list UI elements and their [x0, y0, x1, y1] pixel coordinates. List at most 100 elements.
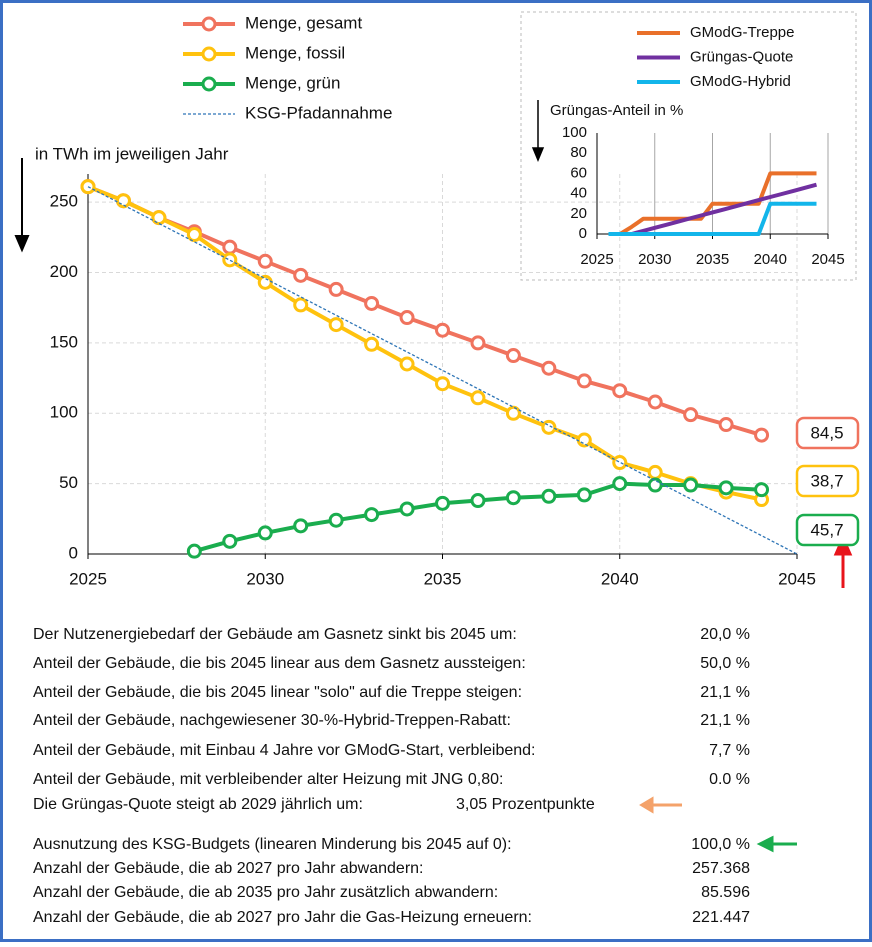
row-label: Anzahl der Gebäude, die ab 2027 pro Jahr…: [33, 909, 532, 926]
y-tick-label: 0: [69, 543, 78, 562]
row-value: 100,0 %: [691, 836, 750, 853]
x-tick-label: 2045: [811, 251, 844, 268]
y-tick-label: 250: [50, 192, 78, 211]
row-value: 221.447: [692, 909, 750, 926]
data-point: [399, 501, 415, 517]
data-point: [435, 495, 450, 511]
axis-arrow: [14, 158, 30, 253]
data-point: [541, 419, 557, 435]
y-axis-label: in TWh im jeweiligen Jahr: [35, 144, 229, 163]
series-line: [608, 171, 817, 236]
axis-arrow: [531, 100, 545, 162]
legend-marker: [201, 16, 217, 32]
legend-marker: [201, 46, 217, 62]
data-point: [683, 407, 699, 423]
data-point: [718, 480, 734, 496]
data-point: [186, 543, 202, 559]
y-tick-label: 80: [570, 144, 587, 161]
y-tick-label: 150: [50, 332, 78, 351]
marker-arrow: [639, 796, 682, 814]
data-point: [505, 348, 521, 364]
data-point: [293, 518, 309, 534]
value-label-box: [795, 464, 860, 498]
row-label: Anteil der Gebäude, die bis 2045 linear …: [33, 684, 522, 701]
row-value: 50,0 %: [700, 655, 750, 672]
legend-label: GModG-Hybrid: [690, 73, 791, 90]
data-point: [576, 432, 592, 448]
data-point: [328, 281, 344, 297]
row-label: Anteil der Gebäude, nachgewiesener 30-%-…: [33, 712, 511, 729]
row-label: Der Nutzenergiebedarf der Gebäude am Gas…: [33, 626, 517, 643]
data-point: [470, 493, 486, 509]
x-tick-label: 2025: [580, 251, 613, 268]
y-axis-label: Grüngas-Anteil in %: [550, 102, 683, 119]
row-value: 0.0 %: [709, 771, 750, 788]
data-point: [754, 482, 770, 498]
data-point: [754, 427, 770, 443]
y-tick-label: 50: [59, 473, 78, 492]
data-point: [80, 179, 96, 195]
data-point: [364, 336, 380, 352]
data-point: [612, 383, 628, 399]
x-tick-label: 2030: [638, 251, 671, 268]
data-point: [470, 335, 486, 351]
row-value: 3,05 Prozentpunkte: [456, 796, 595, 813]
data-point: [505, 405, 521, 421]
value-label-box: [795, 513, 860, 547]
data-point: [505, 490, 521, 506]
x-tick-label: 2035: [424, 569, 462, 588]
data-point: [115, 193, 131, 209]
row-label: Anteil der Gebäude, die bis 2045 linear …: [33, 655, 526, 672]
data-point: [328, 512, 344, 528]
series-line: [87, 186, 798, 555]
data-point: [612, 476, 628, 492]
row-label: Die Grüngas-Quote steigt ab 2029 jährlic…: [33, 796, 363, 813]
series-line: [608, 201, 817, 236]
row-label: Anteil der Gebäude, mit verbleibender al…: [33, 771, 503, 788]
y-tick-label: 0: [579, 225, 587, 242]
data-point: [612, 455, 628, 471]
marker-arrow: [756, 835, 797, 853]
data-point: [718, 417, 734, 433]
row-value: 21,1 %: [700, 684, 750, 701]
row-label: Anzahl der Gebäude, die ab 2027 pro Jahr…: [33, 860, 424, 877]
row-value: 257.368: [692, 860, 750, 877]
data-point: [364, 507, 380, 523]
data-point: [328, 317, 344, 333]
data-point: [576, 373, 592, 389]
series-line: [608, 182, 818, 236]
data-point: [541, 488, 557, 504]
legend-label: GModG-Treppe: [690, 24, 794, 41]
y-tick-label: 100: [562, 124, 587, 141]
y-tick-label: 100: [50, 403, 78, 422]
data-point: [222, 252, 238, 268]
data-point: [435, 376, 450, 392]
data-point: [647, 464, 663, 480]
x-tick-label: 2045: [778, 569, 816, 588]
data-point: [541, 360, 557, 376]
data-point: [293, 267, 309, 283]
legend-label: Menge, grün: [245, 73, 340, 92]
data-point: [470, 390, 486, 406]
legend-label: Grüngas-Quote: [690, 48, 793, 65]
x-tick-label: 2030: [246, 569, 284, 588]
data-point: [364, 295, 380, 311]
x-tick-label: 2025: [69, 569, 107, 588]
value-label: 45,7: [810, 520, 843, 539]
data-point: [399, 310, 415, 326]
row-value: 85.596: [701, 884, 750, 901]
row-label: Anteil der Gebäude, mit Einbau 4 Jahre v…: [33, 742, 535, 759]
data-point: [257, 253, 273, 269]
data-point: [683, 477, 699, 493]
x-tick-label: 2040: [601, 569, 639, 588]
data-point: [186, 227, 202, 243]
data-point: [257, 274, 273, 290]
data-point: [399, 356, 415, 372]
data-point: [293, 297, 309, 313]
y-tick-label: 60: [570, 164, 587, 181]
data-point: [647, 477, 663, 493]
y-tick-label: 20: [570, 205, 587, 222]
value-label-box: [795, 416, 860, 450]
x-tick-label: 2040: [754, 251, 787, 268]
